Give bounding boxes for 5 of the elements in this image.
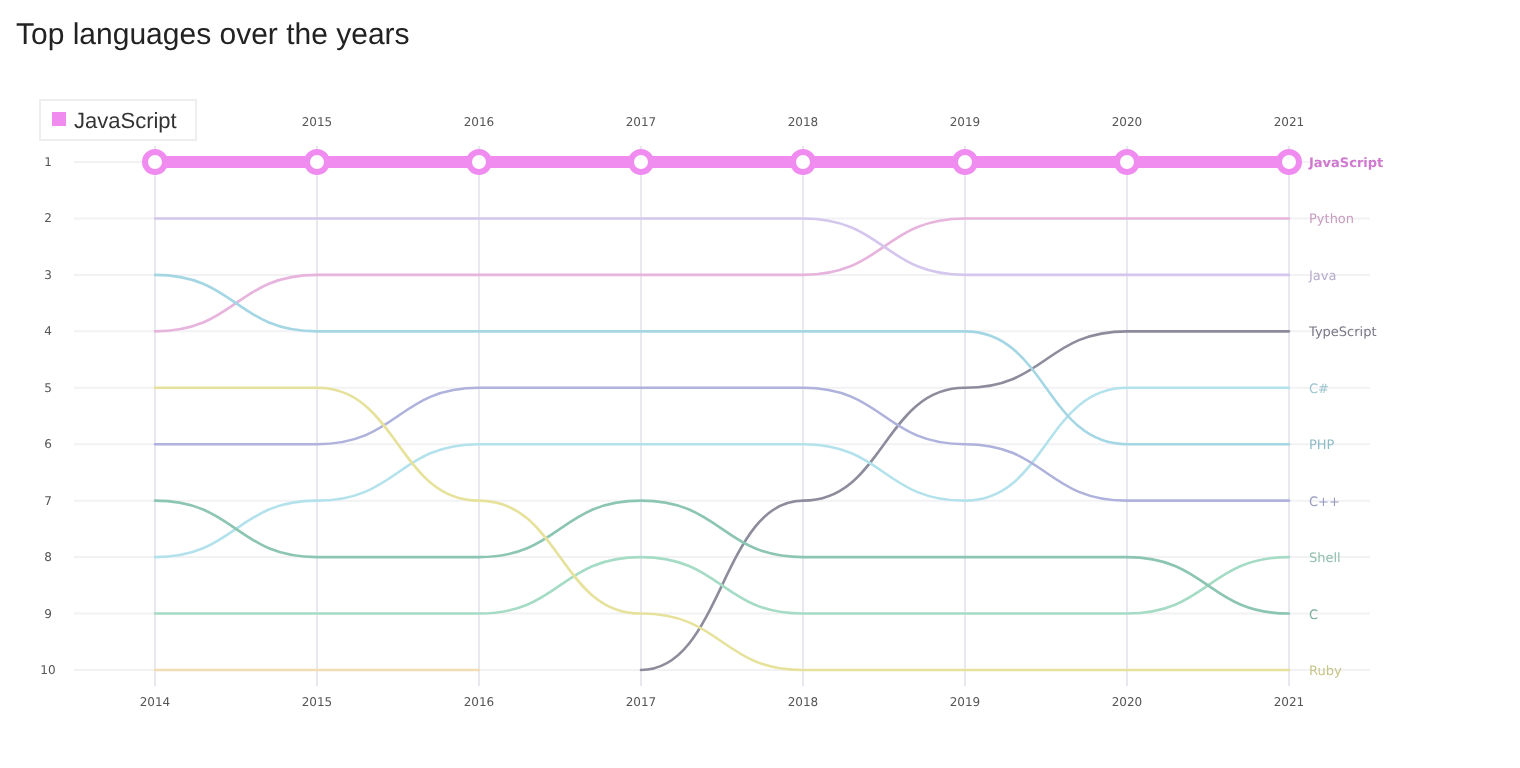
line-series <box>639 330 1291 672</box>
chart-title: Top languages over the years <box>16 18 410 52</box>
line-series <box>153 386 1291 559</box>
line-series <box>153 386 1291 672</box>
legend-label: JavaScript <box>74 110 177 134</box>
